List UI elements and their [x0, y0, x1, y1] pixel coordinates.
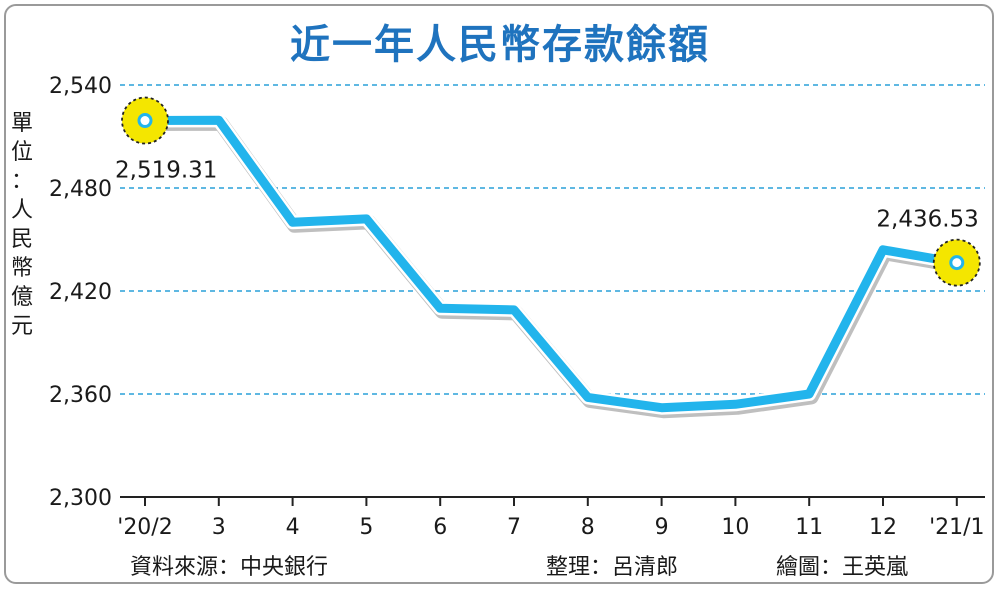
- y-tick-label: 2,360: [49, 383, 112, 408]
- x-tick-label: 3: [212, 515, 226, 540]
- x-tick-label: '20/2: [117, 515, 172, 540]
- series-line-shadow: [139, 115, 967, 419]
- x-tick-label: 5: [359, 515, 373, 540]
- data-label: 2,436.53: [876, 207, 978, 233]
- chart-title: 近一年人民幣存款餘額: [290, 22, 710, 68]
- data-point: [949, 255, 965, 271]
- y-tick-label: 2,480: [49, 177, 112, 202]
- chart-frame: [4, 4, 994, 584]
- y-tick-label: 2,300: [49, 486, 112, 511]
- x-tick-label: 6: [433, 515, 447, 540]
- series-line: [140, 115, 962, 413]
- x-tick-label: 12: [869, 515, 897, 540]
- x-tick-label: 8: [581, 515, 595, 540]
- footer-editor: 整理：呂清郎: [546, 555, 678, 580]
- x-tick-label: 10: [721, 515, 749, 540]
- x-tick-label: '21/1: [929, 515, 984, 540]
- y-axis-label: 單位：人民幣億元: [11, 111, 33, 339]
- x-tick-label: 4: [286, 515, 300, 540]
- footer-source: 資料來源：中央銀行: [130, 555, 328, 580]
- x-tick-label: 9: [655, 515, 669, 540]
- y-tick-label: 2,540: [49, 74, 112, 99]
- y-tick-label: 2,420: [49, 280, 112, 305]
- footer-illustrator: 繪圖：王英嵐: [776, 555, 908, 580]
- data-label: 2,519.31: [115, 158, 217, 184]
- data-point: [137, 113, 153, 129]
- x-tick-label: 7: [507, 515, 521, 540]
- x-tick-label: 11: [795, 515, 823, 540]
